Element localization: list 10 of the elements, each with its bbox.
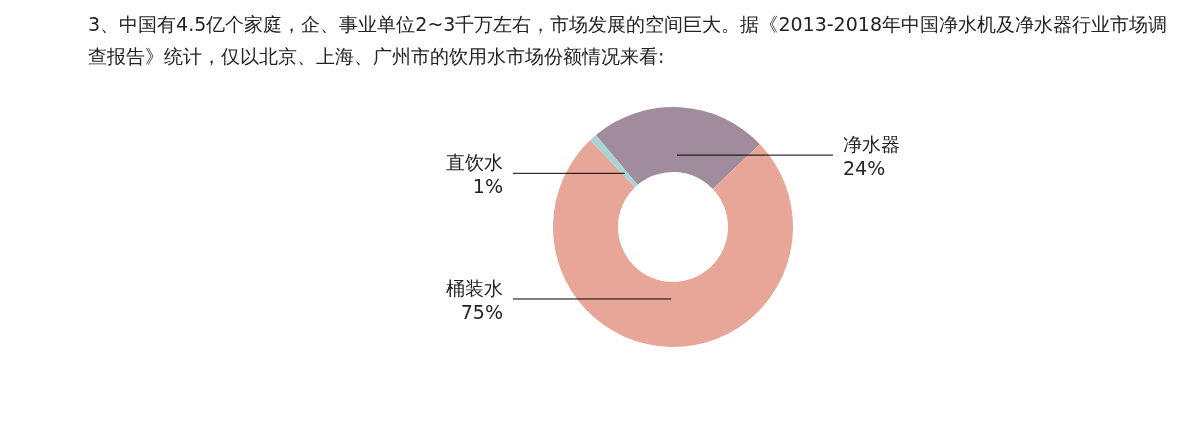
slice-label: 净水器 — [843, 133, 900, 156]
donut-slice — [595, 107, 760, 190]
data-label: 24% — [843, 157, 886, 180]
donut-slice — [553, 140, 793, 347]
chart-title: 3、中国有4.5亿个家庭，企、事业单位2~3千万左右，市场发展的空间巨大。据《2013-2018年中国净水机及净水器行业市场调查报告》统计，仅以北京、上海、广州市的饮用水市场份额情况来看: — [88, 12, 1168, 69]
slice-label: 桶装水 — [446, 276, 503, 299]
data-label: 1% — [472, 175, 503, 198]
donut-slice — [590, 135, 638, 188]
slice-label: 直饮水 — [446, 151, 503, 174]
data-label: 75% — [460, 300, 503, 323]
